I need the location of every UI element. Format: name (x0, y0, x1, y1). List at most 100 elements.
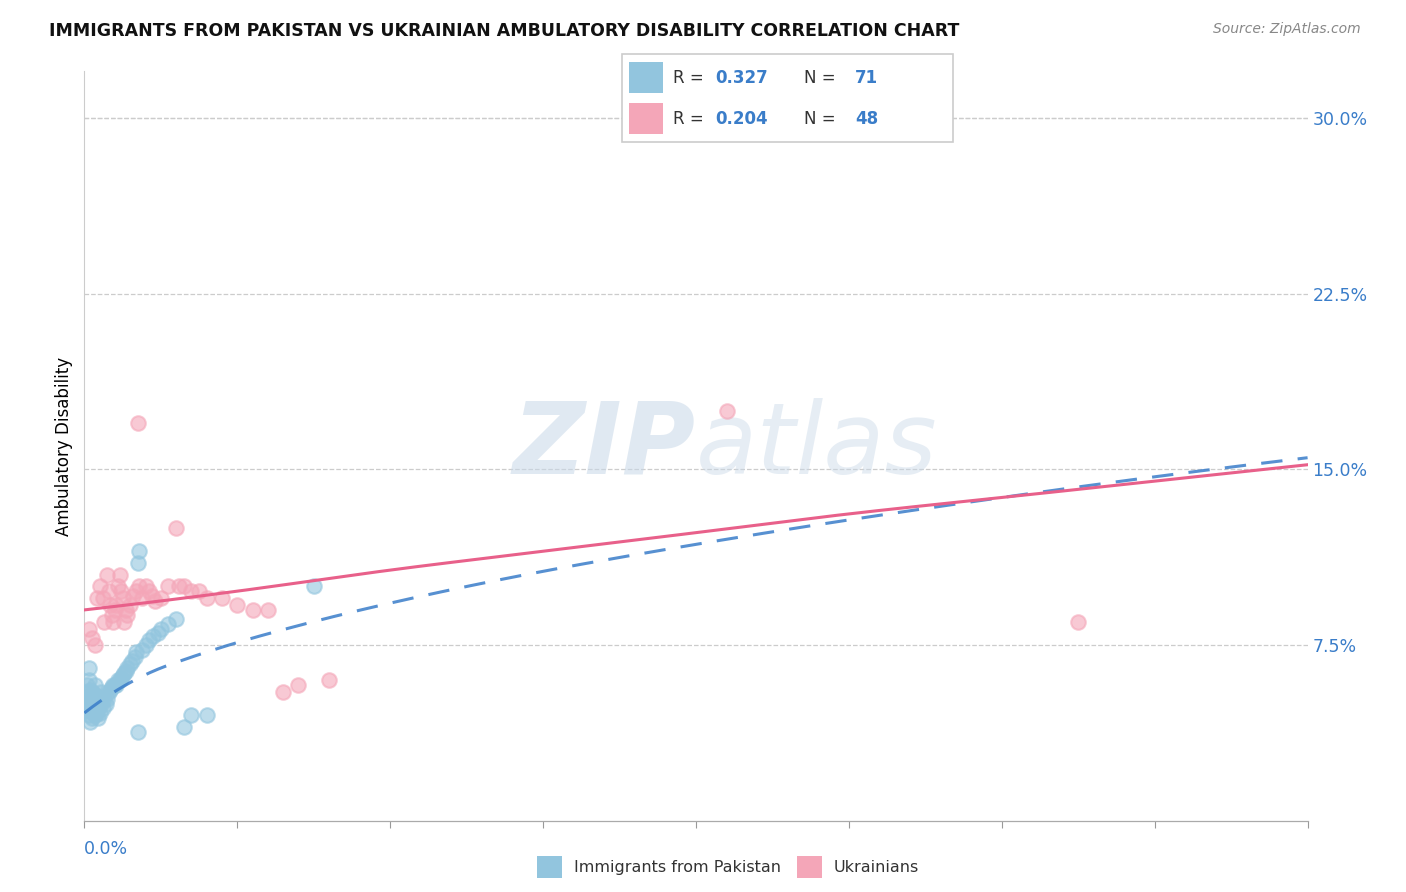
Point (79, 715, 101, 730)
FancyBboxPatch shape (621, 54, 953, 142)
Point (115, 661, 138, 675)
Point (86, 706, 108, 720)
Point (138, 633, 160, 648)
Point (83, 687, 105, 701)
Text: Source: ZipAtlas.com: Source: ZipAtlas.com (1213, 22, 1361, 37)
Point (195, 708, 218, 723)
Point (103, 678, 125, 692)
Text: Immigrants from Pakistan: Immigrants from Pakistan (574, 860, 780, 874)
Text: N =: N = (804, 69, 841, 87)
Point (287, 678, 309, 692)
Point (138, 584, 160, 599)
Point (112, 666, 135, 681)
Point (91, 701, 114, 715)
FancyBboxPatch shape (628, 103, 662, 134)
Point (77, 697, 100, 711)
Text: Ukrainians: Ukrainians (834, 860, 920, 874)
Point (79, 704, 101, 718)
Point (84, 692, 107, 706)
Point (110, 671, 132, 685)
Point (84, 678, 107, 692)
Point (188, 584, 211, 599)
Point (149, 622, 172, 636)
Point (115, 607, 138, 622)
Point (716, 404, 738, 418)
Point (141, 589, 163, 603)
Point (180, 708, 202, 723)
Point (114, 664, 136, 678)
Point (86, 591, 108, 606)
Point (167, 580, 190, 594)
Text: N =: N = (804, 110, 841, 128)
Point (128, 580, 150, 594)
Y-axis label: Ambulatory Disability: Ambulatory Disability (55, 357, 73, 535)
Point (120, 657, 142, 671)
Point (96, 567, 118, 582)
Point (98, 682, 121, 697)
Point (226, 599, 249, 613)
Point (93, 692, 115, 706)
Point (195, 591, 218, 606)
Text: 71: 71 (855, 69, 877, 87)
Point (110, 584, 132, 599)
Text: R =: R = (672, 110, 709, 128)
FancyBboxPatch shape (797, 855, 823, 879)
Point (84, 638, 107, 652)
Point (125, 645, 148, 659)
Point (318, 673, 340, 688)
Point (76, 678, 98, 692)
Point (105, 678, 128, 692)
Text: 0.327: 0.327 (714, 69, 768, 87)
Point (77, 661, 100, 675)
Point (135, 580, 157, 594)
Point (135, 638, 157, 652)
Point (111, 668, 134, 682)
Point (89, 692, 111, 706)
Point (103, 615, 125, 629)
Point (77, 622, 100, 636)
Point (142, 629, 165, 643)
Point (90, 697, 112, 711)
Point (76, 692, 98, 706)
Point (97, 685, 120, 699)
Point (76, 685, 98, 699)
Point (120, 599, 142, 613)
Point (149, 591, 172, 606)
Point (165, 521, 187, 535)
Text: 0.204: 0.204 (714, 110, 768, 128)
Point (79, 682, 101, 697)
Point (90, 685, 112, 699)
Point (96, 692, 118, 706)
Point (122, 589, 145, 603)
Point (271, 685, 294, 699)
Point (112, 615, 135, 629)
Point (143, 593, 166, 607)
Point (125, 584, 148, 599)
Point (242, 603, 264, 617)
Point (128, 544, 150, 558)
Point (83, 697, 105, 711)
Point (104, 603, 127, 617)
Point (86, 690, 108, 704)
Point (91, 690, 114, 704)
Point (80, 631, 103, 645)
Point (86, 697, 108, 711)
Text: atlas: atlas (696, 398, 938, 494)
Point (108, 567, 131, 582)
Point (111, 591, 134, 606)
Text: 48: 48 (855, 110, 877, 128)
Point (157, 580, 180, 594)
Point (165, 612, 187, 626)
Point (121, 655, 143, 669)
Point (105, 599, 128, 613)
Point (77, 708, 100, 723)
Point (157, 617, 180, 632)
Point (84, 708, 107, 723)
Point (97, 584, 120, 599)
Point (83, 706, 105, 720)
Point (80, 685, 103, 699)
Text: IMMIGRANTS FROM PAKISTAN VS UKRAINIAN AMBULATORY DISABILITY CORRELATION CHART: IMMIGRANTS FROM PAKISTAN VS UKRAINIAN AM… (49, 22, 959, 40)
Point (76, 701, 98, 715)
Point (87, 710, 110, 724)
Point (80, 701, 103, 715)
